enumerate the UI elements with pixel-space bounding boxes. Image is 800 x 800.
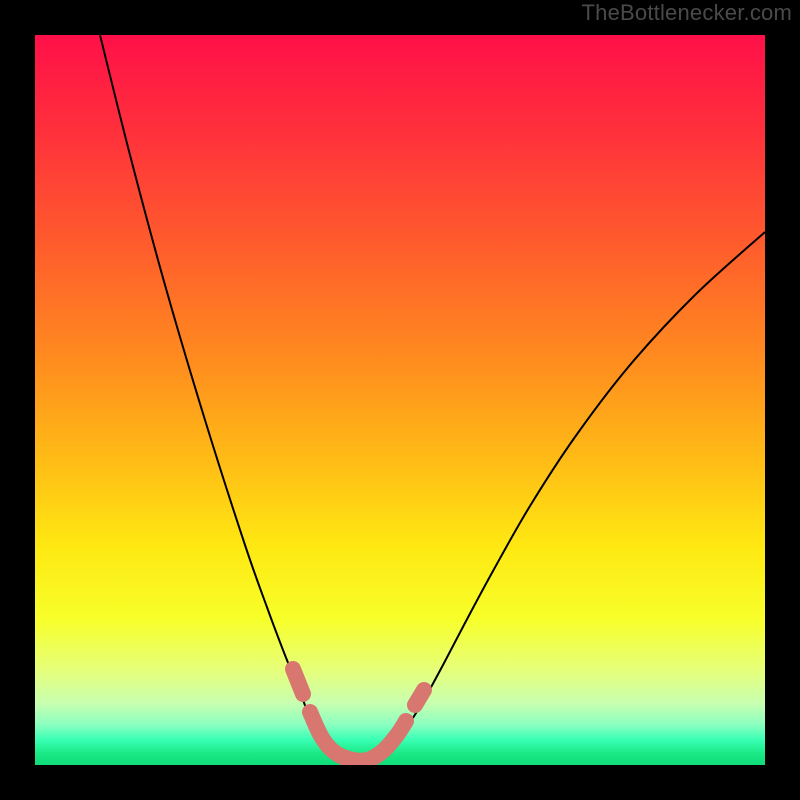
watermark-text: TheBottlenecker.com <box>582 0 792 26</box>
worm-segment <box>293 669 303 694</box>
bottleneck-curve-chart <box>0 0 800 800</box>
worm-segment <box>415 690 424 705</box>
chart-stage: TheBottlenecker.com <box>0 0 800 800</box>
gradient-background <box>35 35 765 765</box>
